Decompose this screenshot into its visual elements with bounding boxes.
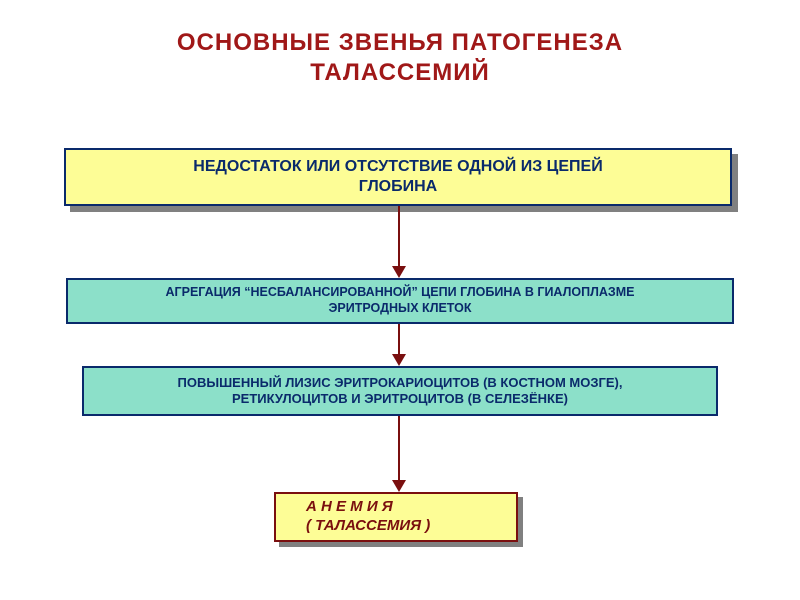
arrow-3-head [392, 480, 406, 492]
arrow-3-line [398, 416, 400, 480]
box-lysis: ПОВЫШЕННЫЙ ЛИЗИС ЭРИТРОКАРИОЦИТОВ (В КОС… [82, 366, 718, 416]
arrow-1-head [392, 266, 406, 278]
box-deficiency: НЕДОСТАТОК ИЛИ ОТСУТСТВИЕ ОДНОЙ ИЗ ЦЕПЕЙ… [64, 148, 732, 206]
arrow-2-line [398, 324, 400, 354]
diagram-canvas: ОСНОВНЫЕ ЗВЕНЬЯ ПАТОГЕНЕЗА ТАЛАССЕМИЙ НЕ… [0, 0, 800, 600]
arrow-1-line [398, 206, 400, 266]
diagram-title: ОСНОВНЫЕ ЗВЕНЬЯ ПАТОГЕНЕЗА ТАЛАССЕМИЙ [0, 28, 800, 88]
box-aggregation: АГРЕГАЦИЯ “НЕСБАЛАНСИРОВАННОЙ” ЦЕПИ ГЛОБ… [66, 278, 734, 324]
arrow-2-head [392, 354, 406, 366]
box-anemia: А Н Е М И Я ( ТАЛАССЕМИЯ ) [274, 492, 518, 542]
